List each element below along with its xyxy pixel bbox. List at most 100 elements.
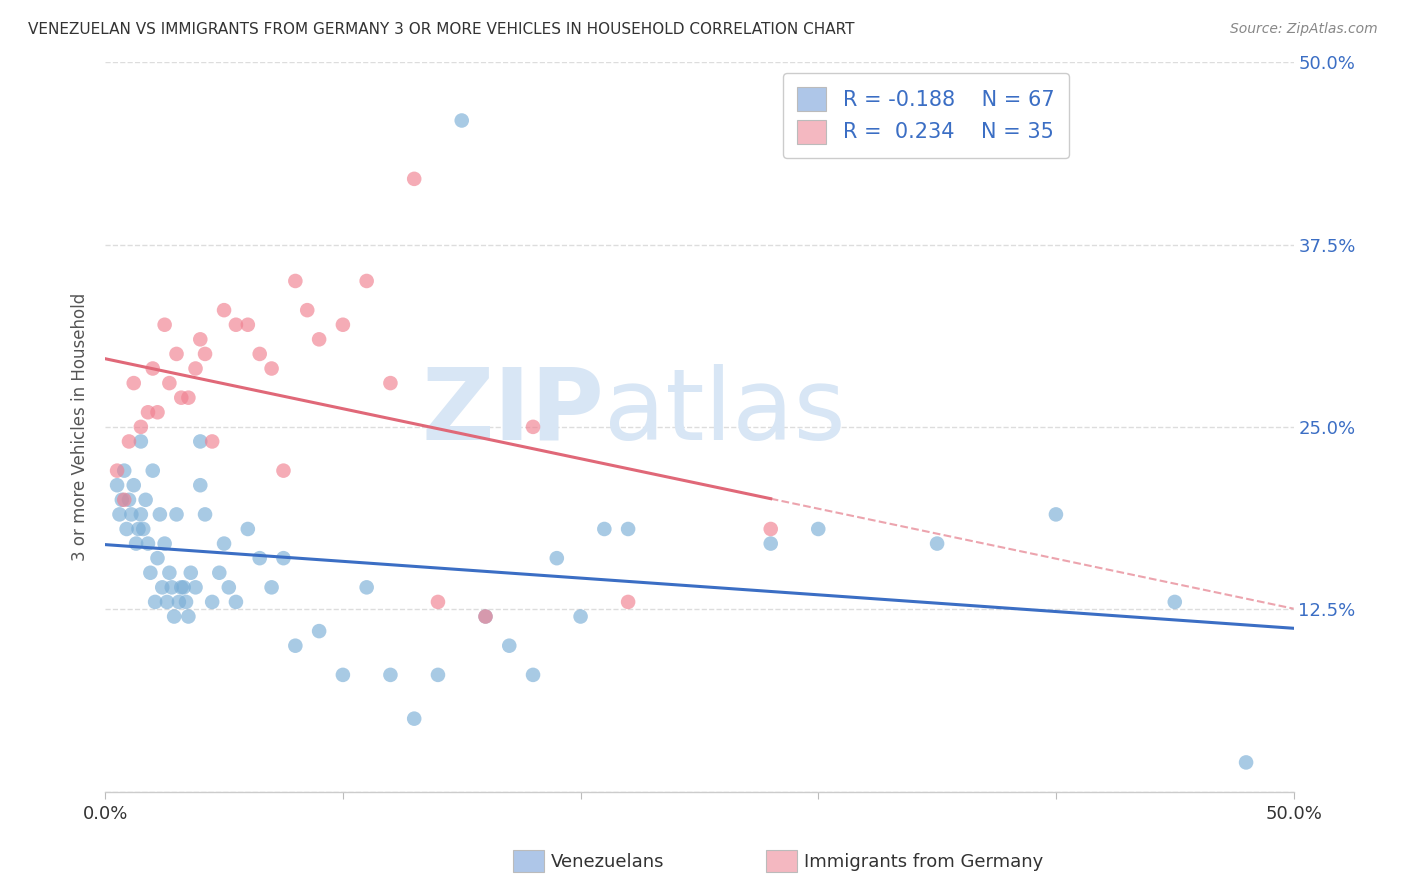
Point	[450, 113, 472, 128]
Point	[105, 478, 128, 492]
Point	[201, 434, 224, 449]
Point	[380, 376, 402, 390]
Point	[1234, 756, 1257, 770]
Point	[129, 508, 152, 522]
Text: VENEZUELAN VS IMMIGRANTS FROM GERMANY 3 OR MORE VEHICLES IN HOUSEHOLD CORRELATIO: VENEZUELAN VS IMMIGRANTS FROM GERMANY 3 …	[28, 22, 855, 37]
Point	[188, 434, 211, 449]
Point	[118, 434, 141, 449]
Point	[166, 508, 188, 522]
Point	[146, 405, 169, 419]
Point	[201, 595, 224, 609]
Point	[112, 492, 135, 507]
Point	[273, 464, 295, 478]
Point	[153, 536, 176, 550]
Point	[194, 347, 217, 361]
Point	[111, 492, 134, 507]
Point	[260, 361, 283, 376]
Point	[236, 318, 259, 332]
Point	[593, 522, 616, 536]
Point	[112, 464, 135, 478]
Point	[225, 318, 247, 332]
Point	[759, 536, 782, 550]
Point	[156, 595, 179, 609]
Point	[166, 347, 188, 361]
Point	[426, 668, 449, 682]
Point	[308, 624, 330, 639]
Point	[142, 464, 165, 478]
Point	[807, 522, 830, 536]
Point	[249, 347, 271, 361]
Point	[177, 609, 200, 624]
Point	[149, 508, 172, 522]
Point	[184, 361, 207, 376]
Point	[332, 318, 354, 332]
Point	[135, 492, 157, 507]
Point	[146, 551, 169, 566]
Point	[225, 595, 247, 609]
Point	[522, 420, 544, 434]
Point	[474, 609, 496, 624]
Point	[617, 595, 640, 609]
Point	[236, 522, 259, 536]
Point	[127, 522, 149, 536]
Y-axis label: 3 or more Vehicles in Household: 3 or more Vehicles in Household	[72, 293, 89, 561]
Point	[404, 172, 426, 186]
Point	[212, 536, 235, 550]
Point	[1045, 508, 1067, 522]
Text: atlas: atlas	[605, 364, 846, 461]
Point	[167, 595, 190, 609]
Point	[297, 303, 319, 318]
Point	[108, 508, 131, 522]
Point	[174, 595, 197, 609]
Point	[356, 580, 378, 594]
Point	[260, 580, 283, 594]
Point	[163, 609, 186, 624]
Point	[142, 361, 165, 376]
Point	[284, 274, 307, 288]
Point	[426, 595, 449, 609]
Point	[170, 580, 193, 594]
Point	[569, 609, 592, 624]
Legend: R = -0.188    N = 67, R =  0.234    N = 35: R = -0.188 N = 67, R = 0.234 N = 35	[783, 72, 1070, 158]
Point	[273, 551, 295, 566]
Point	[522, 668, 544, 682]
Point	[759, 522, 782, 536]
Point	[218, 580, 240, 594]
Point	[332, 668, 354, 682]
Point	[105, 464, 128, 478]
Point	[188, 332, 211, 346]
Point	[120, 508, 142, 522]
Point	[474, 609, 496, 624]
Point	[139, 566, 162, 580]
Point	[136, 536, 159, 550]
Point	[160, 580, 183, 594]
Point	[132, 522, 155, 536]
Point	[404, 712, 426, 726]
Point	[284, 639, 307, 653]
Point	[153, 318, 176, 332]
Point	[1164, 595, 1187, 609]
Point	[356, 274, 378, 288]
Point	[925, 536, 948, 550]
Point	[129, 420, 152, 434]
Point	[546, 551, 568, 566]
Point	[125, 536, 148, 550]
Point	[136, 405, 159, 419]
Point	[157, 376, 180, 390]
Point	[249, 551, 271, 566]
Point	[173, 580, 195, 594]
Text: Immigrants from Germany: Immigrants from Germany	[804, 853, 1043, 871]
Point	[188, 478, 211, 492]
Point	[170, 391, 193, 405]
Point	[208, 566, 231, 580]
Point	[157, 566, 180, 580]
Point	[617, 522, 640, 536]
Text: ZIP: ZIP	[422, 364, 605, 461]
Point	[122, 376, 145, 390]
Point	[194, 508, 217, 522]
Point	[150, 580, 173, 594]
Text: Source: ZipAtlas.com: Source: ZipAtlas.com	[1230, 22, 1378, 37]
Point	[308, 332, 330, 346]
Point	[184, 580, 207, 594]
Point	[212, 303, 235, 318]
